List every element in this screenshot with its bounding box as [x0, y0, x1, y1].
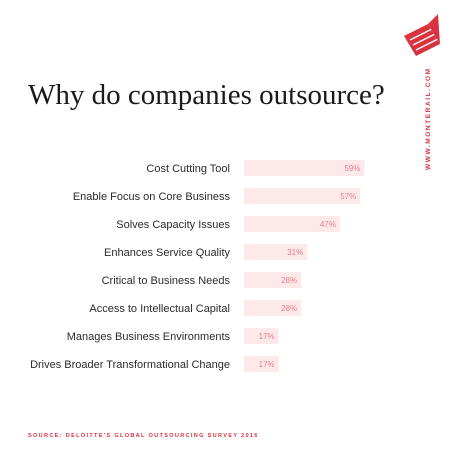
value-label: 28%	[281, 304, 297, 313]
logo	[404, 14, 440, 56]
bar	[244, 244, 308, 260]
value-label: 31%	[287, 248, 303, 257]
bar	[244, 188, 361, 204]
category-label: Drives Broader Transformational Change	[30, 359, 230, 371]
value-label: 28%	[281, 276, 297, 285]
category-label: Critical to Business Needs	[102, 275, 231, 287]
value-label: 59%	[344, 164, 360, 173]
value-label: 17%	[259, 360, 275, 369]
category-label: Solves Capacity Issues	[116, 219, 230, 231]
bar	[244, 272, 302, 288]
bar	[244, 216, 340, 232]
bar	[244, 300, 302, 316]
value-label: 47%	[320, 220, 336, 229]
category-label: Enhances Service Quality	[104, 247, 230, 259]
category-label: Manages Business Environments	[67, 331, 231, 343]
category-label: Enable Focus on Core Business	[73, 191, 231, 203]
bar	[244, 356, 279, 372]
chart-title: Why do companies outsource?	[28, 79, 385, 111]
category-label: Access to Intellectual Capital	[89, 303, 230, 315]
bar	[244, 160, 365, 176]
value-label: 57%	[340, 192, 356, 201]
bar	[244, 328, 279, 344]
watermark: WWW.MONTERAIL.COM	[425, 67, 432, 170]
source: SOURCE: DELOITTE'S GLOBAL OUTSOURCING SU…	[28, 433, 259, 439]
value-label: 17%	[259, 332, 275, 341]
category-label: Cost Cutting Tool	[146, 163, 230, 175]
